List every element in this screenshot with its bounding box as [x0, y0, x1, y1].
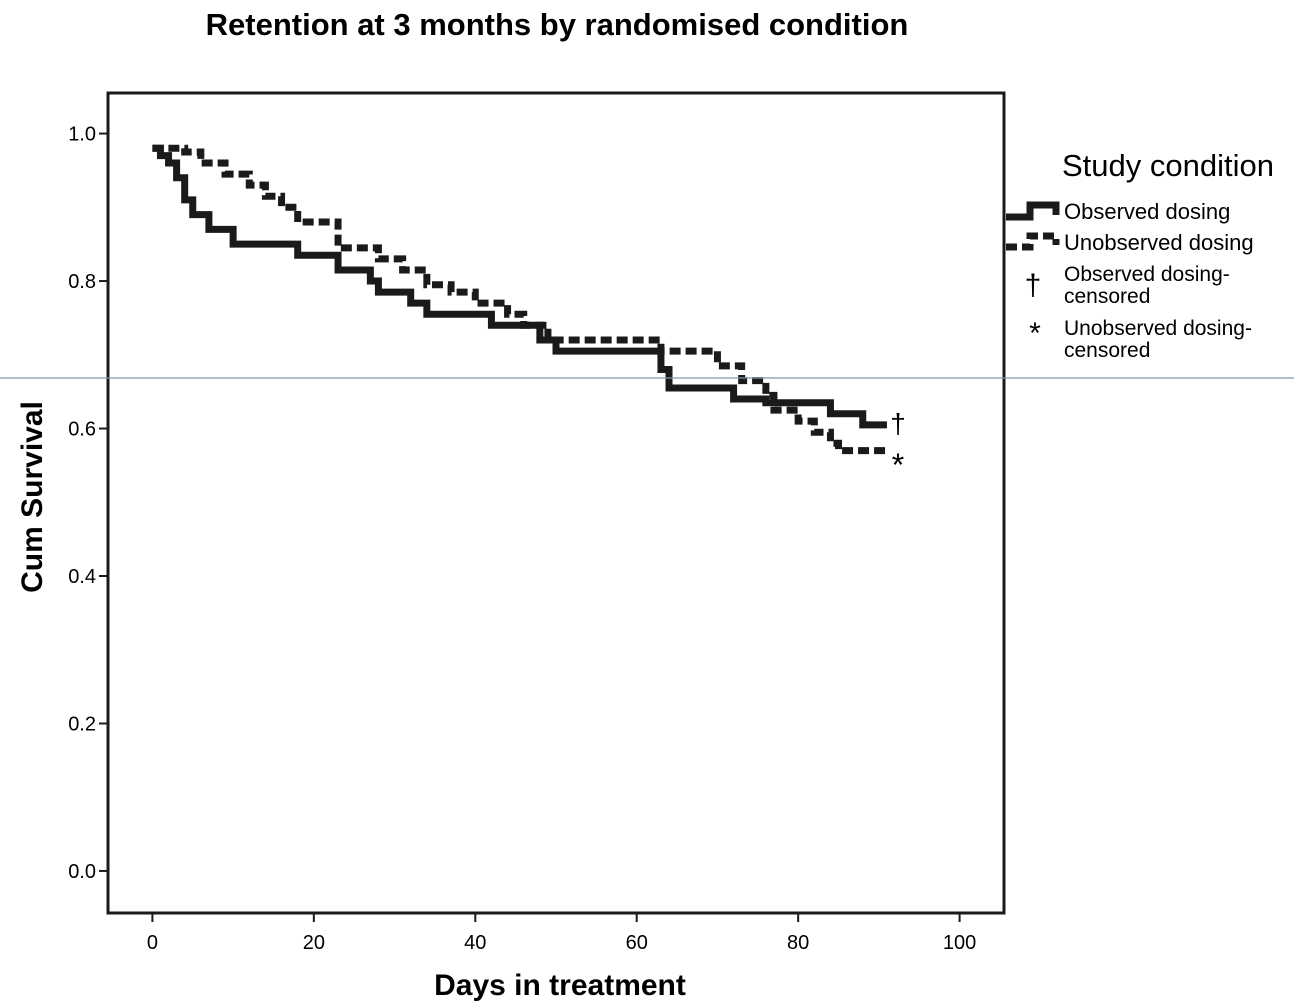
y-tick-label: 0.6 [68, 419, 96, 441]
x-tick-label: 40 [464, 932, 486, 954]
censor-marker-unobserved: * [892, 447, 904, 483]
x-tick-label: 0 [147, 932, 158, 954]
legend-title: Study condition [1062, 148, 1274, 183]
legend-swatch-solid [1006, 201, 1060, 221]
chart-title: Retention at 3 months by randomised cond… [206, 7, 909, 42]
x-tick-label: 80 [787, 932, 809, 954]
legend-symbol-asterisk: * [1029, 317, 1041, 350]
y-tick-label: 1.0 [68, 124, 96, 146]
y-axis-title: Cum Survival [16, 401, 49, 593]
x-tick-label: 100 [943, 932, 976, 954]
x-axis-ticks: 0 20 40 60 80 100 [147, 913, 976, 954]
y-tick-label: 0.4 [68, 566, 96, 588]
legend-label-unobserved: Unobserved dosing [1064, 230, 1254, 255]
censor-marker-observed: † [890, 408, 906, 439]
series-line-unobserved-dosing [152, 144, 887, 455]
censor-markers: †* [890, 408, 906, 483]
y-tick-label: 0.8 [68, 271, 96, 293]
x-axis-title: Days in treatment [434, 969, 686, 1002]
series-layer [152, 144, 887, 455]
y-axis-ticks: 0.0 0.2 0.4 0.6 0.8 1.0 [68, 124, 108, 883]
legend-symbol-dagger: † [1025, 269, 1042, 302]
legend-label-unobserved-censored-line2: censored [1064, 339, 1150, 362]
legend-label-unobserved-censored-line1: Unobserved dosing- [1064, 317, 1252, 340]
series-line-observed-dosing [152, 144, 887, 429]
plot-frame [106, 91, 1006, 915]
x-tick-label: 20 [303, 932, 325, 954]
legend-swatch-dashed [1006, 232, 1060, 251]
legend-label-observed-censored-line1: Observed dosing- [1064, 263, 1230, 286]
x-tick-label: 60 [626, 932, 648, 954]
y-tick-label: 0.2 [68, 713, 96, 735]
y-tick-label: 0.0 [68, 861, 96, 883]
legend: Study condition Observed dosing Unobserv… [1006, 148, 1274, 362]
legend-label-observed: Observed dosing [1064, 199, 1230, 224]
legend-label-observed-censored-line2: censored [1064, 285, 1150, 308]
